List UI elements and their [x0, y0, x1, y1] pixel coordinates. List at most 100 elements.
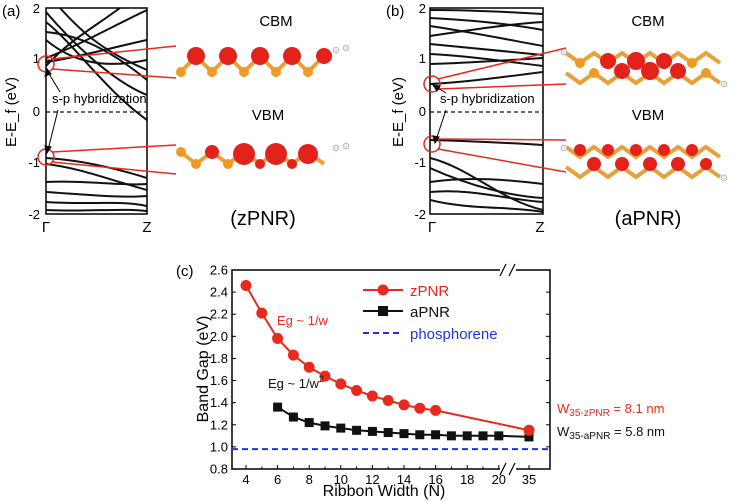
panel-b-hybrid-label: s-p hybridization: [440, 91, 535, 106]
panel-b-ytick: -1: [414, 155, 426, 170]
chart-xticks: 4 6 8 10 12 14 16 18 20 35: [242, 465, 536, 487]
chart-yticks: 0.8 1.0 1.2 1.4 1.6 1.8 2.0 2.2 2.4 2.6: [210, 263, 550, 477]
y-tick-label: 2.2: [210, 307, 228, 322]
panel-a-xtick-gamma: Γ: [42, 219, 50, 236]
panel-a-ylabel: E-E_f (eV): [3, 77, 20, 147]
apnr-point: [399, 429, 409, 439]
y-tick-label: 1.0: [210, 439, 228, 454]
panel-a-vbm-label: VBM: [252, 107, 285, 124]
x-tick-label: 16: [428, 472, 442, 487]
zpnr-point: [366, 390, 378, 402]
panel-a-xtick-z: Z: [142, 219, 151, 236]
panel-b-label: (b): [386, 3, 404, 20]
panel-a-cbm-label: CBM: [259, 13, 292, 30]
panel-b-callout-lines: [437, 47, 567, 173]
panel-b: (b) E-E_f (eV) 2 1 0 -1 -2 Γ Z: [386, 1, 728, 236]
legend-label-zpnr: zPNR: [410, 283, 449, 300]
legend-item-phosphorene: phosphorene: [363, 326, 498, 343]
panel-a-label: (a): [2, 3, 20, 20]
panel-a-vbm-ribbon: [176, 142, 350, 169]
panel-a-frame: [45, 7, 148, 215]
y-tick-label: 1.6: [210, 373, 228, 388]
apnr-point: [336, 423, 346, 433]
chart-series: [232, 279, 550, 451]
x-tick-label: 12: [365, 472, 379, 487]
panel-a-hybrid-arrows: [44, 67, 61, 155]
y-tick-label: 2.4: [210, 285, 228, 300]
legend-item-apnr: aPNR: [363, 304, 450, 321]
chart-axis-break: [499, 263, 516, 476]
y-tick-label: 1.8: [210, 351, 228, 366]
apnr-point: [494, 431, 504, 441]
panel-a-ytick: 0: [33, 104, 40, 119]
zpnr-point: [287, 349, 299, 361]
legend-label-apnr: aPNR: [410, 304, 450, 321]
zpnr-point: [430, 404, 442, 416]
x-tick-label: 8: [306, 472, 313, 487]
zpnr-point: [335, 378, 347, 390]
annotation-w-apnr: W35-aPNR = 5.8 nm: [557, 424, 665, 442]
panel-a: (a) E-E_f (eV) 2 1 0 -1 -2 Γ Z: [2, 1, 350, 236]
apnr-line: [277, 406, 530, 438]
panel-b-ytick: -2: [414, 207, 426, 222]
y-tick-label: 2.6: [210, 263, 228, 278]
apnr-point: [478, 431, 488, 441]
annotation-w-zpnr: W35-zPNR = 8.1 nm: [557, 401, 664, 419]
legend-label-phosphorene: phosphorene: [410, 326, 498, 343]
apnr-point: [367, 426, 377, 436]
x-tick-label: 4: [242, 472, 249, 487]
annotation-zpnr-trend: Eg ~ 1/w: [277, 313, 329, 328]
panel-a-ytick: 2: [33, 1, 40, 16]
panel-a-cbm-ribbon: [176, 44, 350, 77]
panel-a-name: (zPNR): [230, 208, 296, 230]
panel-b-vbm-ribbon: [560, 144, 728, 182]
panel-b-cbm-marker: [423, 75, 441, 93]
apnr-point: [304, 418, 314, 428]
y-tick-label: 1.4: [210, 395, 228, 410]
panel-b-hybrid-arrows: [431, 84, 447, 145]
x-tick-label: 18: [460, 472, 474, 487]
zpnr-point: [398, 399, 410, 411]
zpnr-point: [272, 333, 284, 345]
x-tick-label: 20: [492, 472, 506, 487]
apnr-point: [320, 421, 330, 431]
panel-a-callout-lines: [51, 45, 177, 175]
panel-b-yticks: 2 1 0 -1 -2: [414, 1, 426, 222]
annotation-apnr-trend: Eg ~ 1/w2: [268, 374, 324, 391]
panel-b-ylabel: E-E_f (eV): [390, 77, 407, 147]
panel-c-label: (c): [176, 263, 194, 280]
apnr-point: [446, 431, 456, 441]
zpnr-point: [351, 385, 363, 397]
panel-a-yticks: 2 1 0 -1 -2: [28, 1, 40, 222]
x-tick-label: 35: [522, 472, 536, 487]
panel-a-ytick: -2: [28, 207, 40, 222]
zpnr-point: [319, 370, 331, 382]
panel-b-cbm-ribbon: [560, 48, 728, 88]
chart-xlabel: Ribbon Width (N): [323, 483, 446, 500]
y-tick-label: 0.8: [210, 462, 228, 477]
apnr-point: [273, 402, 283, 412]
zpnr-point: [256, 307, 268, 319]
panel-b-frame: [429, 7, 544, 215]
panel-b-bands: [430, 9, 543, 213]
panel-b-xtick-gamma: Γ: [428, 219, 436, 236]
chart-frame: [231, 269, 551, 470]
panel-b-ytick: 0: [419, 104, 426, 119]
legend-item-zpnr: zPNR: [363, 283, 449, 300]
apnr-point: [383, 428, 393, 438]
zpnr-point: [303, 361, 315, 373]
panel-b-ytick: 2: [419, 1, 426, 16]
chart-legend: zPNR aPNR phosphorene: [363, 283, 498, 343]
chart-ylabel: Band Gap (eV): [195, 316, 212, 423]
panel-b-cbm-label: CBM: [631, 13, 664, 30]
panel-a-ytick: -1: [28, 155, 40, 170]
apnr-point: [415, 430, 425, 440]
x-tick-label: 6: [274, 472, 281, 487]
y-tick-label: 2.0: [210, 329, 228, 344]
panel-a-bands: [46, 8, 147, 212]
panel-a-hybrid-label: s-p hybridization: [52, 91, 147, 106]
zpnr-point: [382, 394, 394, 406]
apnr-point: [288, 412, 298, 422]
panel-a-ytick: 1: [33, 51, 40, 66]
apnr-point: [462, 431, 472, 441]
